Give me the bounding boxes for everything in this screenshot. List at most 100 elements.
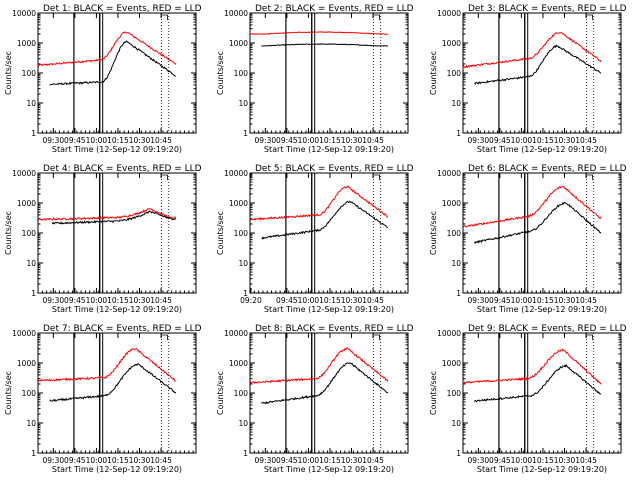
- y-tick-label: 100: [22, 229, 37, 238]
- events-rate-line: [261, 200, 389, 240]
- detector-chart-8: Det 8: BLACK = Events, RED = LLD 1 10 100 10…: [216, 324, 414, 474]
- x-axis-label: Start Time (12-Sep-12 09:19:20): [477, 305, 607, 314]
- y-tick-label: 1000: [229, 39, 248, 48]
- chart-title: Det 8: BLACK = Events, RED = LLD: [255, 324, 414, 334]
- events-rate-line: [49, 40, 177, 86]
- events-rate-line: [474, 363, 602, 403]
- x-tick-label: 09:30: [255, 456, 277, 465]
- y-tick-label: 1: [243, 129, 248, 138]
- chart-title: Det 3: BLACK = Events, RED = LLD: [468, 4, 627, 14]
- y-axis-label: Counts/sec: [429, 211, 438, 255]
- y-tick-label: 10000: [224, 9, 248, 18]
- x-tick-label: 10:30: [341, 296, 363, 305]
- detector-chart-2: Det 2: BLACK = Events, RED = LLD 1 10 100 10…: [216, 4, 414, 154]
- x-tick-label: 10:15: [532, 296, 554, 305]
- y-tick-label: 1: [243, 449, 248, 458]
- y-axis-label: Counts/sec: [429, 51, 438, 95]
- saa-flag-mark: [586, 174, 593, 180]
- y-tick-label: 10: [238, 419, 248, 428]
- lld-rate-line: [37, 348, 177, 382]
- x-tick-label: 09:30: [468, 296, 490, 305]
- y-tick-label: 100: [447, 389, 462, 398]
- chart-title: Det 4: BLACK = Events, RED = LLD: [43, 164, 202, 174]
- y-tick-label: 1: [31, 289, 36, 298]
- x-tick-label: 10:15: [319, 296, 341, 305]
- plot-frame: [462, 332, 622, 454]
- x-axis-label: Start Time (12-Sep-12 09:19:20): [477, 145, 607, 154]
- events-rate-line: [261, 362, 389, 405]
- x-tick-label: 09:45: [489, 456, 511, 465]
- saa-flag-mark: [586, 334, 593, 340]
- y-axis-label: Counts/sec: [216, 211, 225, 255]
- detector-chart-7: Det 7: BLACK = Events, RED = LLD 1 10 100 10…: [4, 324, 202, 474]
- x-tick-label: 10:45: [150, 296, 172, 305]
- x-tick-label: 10:30: [554, 456, 576, 465]
- y-tick-label: 10000: [224, 169, 248, 178]
- y-tick-label: 1000: [229, 359, 248, 368]
- y-tick-label: 1000: [17, 359, 36, 368]
- saa-flag-mark: [586, 14, 593, 20]
- saa-flag-mark: [161, 174, 168, 180]
- y-tick-label: 10: [26, 419, 36, 428]
- y-tick-label: 10000: [224, 329, 248, 338]
- lld-rate-line: [37, 31, 177, 67]
- saa-flag-mark: [373, 334, 380, 340]
- x-tick-label: 09:45: [64, 296, 86, 305]
- chart-title: Det 7: BLACK = Events, RED = LLD: [43, 324, 202, 334]
- events-rate-line: [474, 44, 602, 85]
- x-axis-label: Start Time (12-Sep-12 09:19:20): [52, 465, 182, 474]
- y-tick-label: 100: [234, 389, 249, 398]
- y-tick-label: 10: [26, 99, 36, 108]
- y-tick-label: 10000: [437, 169, 461, 178]
- lld-rate-line: [249, 31, 389, 35]
- x-tick-label: 09:30: [468, 456, 490, 465]
- x-axis-label: Start Time (12-Sep-12 09:19:20): [264, 305, 394, 314]
- x-tick-label: 10:30: [341, 456, 363, 465]
- x-axis-label: Start Time (12-Sep-12 09:19:20): [264, 145, 394, 154]
- x-tick-label: 10:15: [107, 136, 129, 145]
- x-tick-label: 09:30: [255, 136, 277, 145]
- y-axis-label: Counts/sec: [4, 371, 13, 415]
- x-tick-label: 10:00: [511, 296, 533, 305]
- plot-frame: [249, 332, 409, 454]
- plot-frame: [249, 172, 409, 294]
- x-axis-label: Start Time (12-Sep-12 09:19:20): [52, 305, 182, 314]
- lld-rate-line: [249, 347, 389, 385]
- y-tick-label: 10: [26, 259, 36, 268]
- y-tick-label: 1000: [442, 199, 461, 208]
- x-tick-label: 10:45: [150, 456, 172, 465]
- lld-rate-line: [462, 185, 602, 228]
- detector-chart-9: Det 9: BLACK = Events, RED = LLD 1 10 100 10…: [429, 324, 627, 474]
- x-axis-label: Start Time (12-Sep-12 09:19:20): [477, 465, 607, 474]
- chart-title: Det 5: BLACK = Events, RED = LLD: [255, 164, 414, 174]
- y-tick-label: 100: [447, 69, 462, 78]
- x-tick-label: 10:15: [532, 456, 554, 465]
- plot-frame: [462, 172, 622, 294]
- x-tick-label: 09:20: [240, 296, 262, 305]
- chart-title: Det 6: BLACK = Events, RED = LLD: [468, 164, 627, 174]
- y-axis-label: Counts/sec: [4, 211, 13, 255]
- y-tick-label: 1: [243, 289, 248, 298]
- y-tick-label: 10: [238, 99, 248, 108]
- x-axis-label: Start Time (12-Sep-12 09:19:20): [264, 465, 394, 474]
- y-axis-label: Counts/sec: [216, 51, 225, 95]
- x-tick-label: 10:45: [575, 296, 597, 305]
- x-tick-label: 10:45: [362, 456, 384, 465]
- lld-rate-line: [462, 32, 602, 69]
- y-tick-label: 1: [456, 129, 461, 138]
- x-tick-label: 10:00: [511, 456, 533, 465]
- x-tick-label: 10:00: [298, 296, 320, 305]
- y-axis-label: Counts/sec: [216, 371, 225, 415]
- y-tick-label: 10000: [437, 329, 461, 338]
- x-tick-label: 10:15: [107, 456, 129, 465]
- x-tick-label: 10:00: [298, 456, 320, 465]
- x-tick-label: 09:30: [43, 456, 65, 465]
- y-tick-label: 10: [451, 419, 461, 428]
- y-axis-label: Counts/sec: [4, 51, 13, 95]
- x-tick-label: 09:30: [468, 136, 490, 145]
- lld-rate-line: [462, 348, 602, 385]
- y-axis-label: Counts/sec: [429, 371, 438, 415]
- x-tick-label: 10:30: [129, 136, 151, 145]
- x-tick-label: 10:00: [86, 296, 108, 305]
- x-tick-label: 10:15: [107, 296, 129, 305]
